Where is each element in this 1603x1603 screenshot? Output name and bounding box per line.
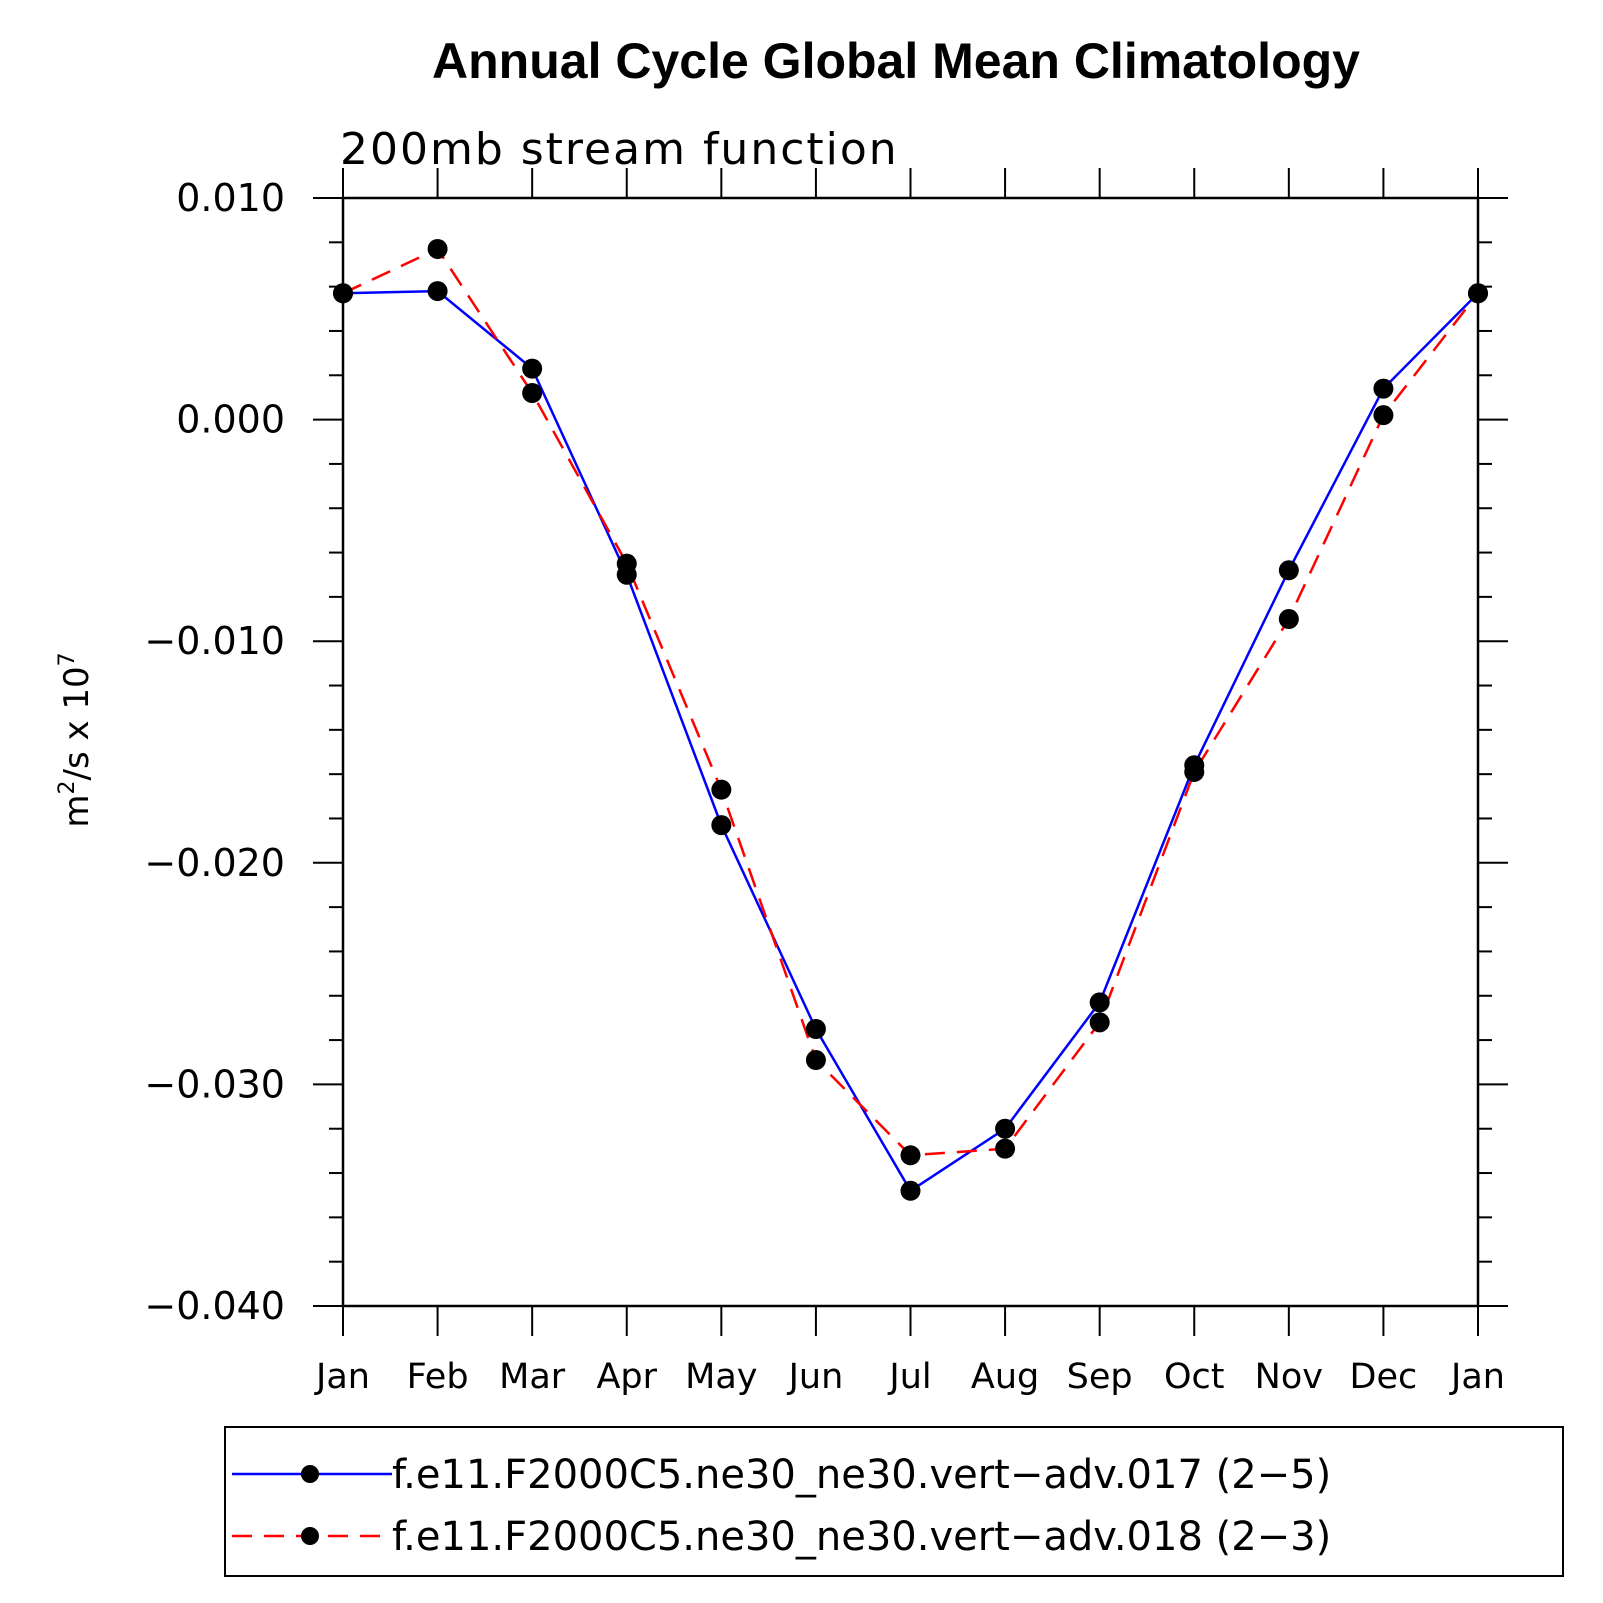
legend: f.e11.F2000C5.ne30_ne30.vert−adv.017 (2−… [224, 1426, 1564, 1577]
x-tick-label: Feb [407, 1357, 469, 1397]
x-tick-label: Jul [887, 1357, 931, 1397]
y-tick-label: −0.030 [144, 1062, 285, 1106]
series-1-point [900, 1145, 921, 1166]
x-tick-label: May [685, 1357, 757, 1397]
x-tick-label: Sep [1067, 1357, 1133, 1397]
chart-subtitle: 200mb stream function [340, 124, 899, 175]
x-tick-label: Jan [1449, 1357, 1505, 1397]
ylabel-base: m [57, 795, 97, 828]
ylabel-mid: /s x 10 [57, 666, 97, 780]
legend-box [224, 1426, 1564, 1577]
series-1-point [522, 383, 543, 404]
x-tick-label: Jan [314, 1357, 370, 1397]
x-tick-label: Oct [1164, 1357, 1225, 1397]
series-0-point [427, 281, 448, 302]
legend-marker-1 [301, 1527, 319, 1545]
series-1-point [427, 238, 448, 259]
legend-marker-0 [301, 1465, 319, 1483]
ylabel-sup1: 2 [55, 781, 80, 795]
series-line-1 [342, 247, 1479, 1157]
y-tick-label: −0.010 [144, 619, 285, 663]
x-tick-label: Mar [499, 1357, 566, 1397]
legend-label-0: f.e11.F2000C5.ne30_ne30.vert−adv.017 (2−… [392, 1452, 1331, 1498]
series-line-0 [342, 289, 1479, 1193]
x-tick-label: Nov [1255, 1357, 1323, 1397]
series-0-point [1373, 378, 1394, 399]
series-1-point [1184, 761, 1205, 782]
x-tick-label: Jun [787, 1357, 844, 1397]
series-0-point [1278, 560, 1299, 581]
series-1-point [711, 779, 732, 800]
series-1-point [805, 1050, 826, 1071]
series-0-point [1089, 992, 1110, 1013]
series-1-point [1373, 405, 1394, 426]
series-0-point [711, 815, 732, 836]
series-0-point [995, 1118, 1016, 1139]
x-tick-label: Apr [596, 1357, 657, 1397]
chart-title: Annual Cycle Global Mean Climatology [432, 33, 1360, 89]
ylabel-sup2: 7 [55, 652, 80, 666]
series-1-point [333, 283, 353, 304]
series [333, 238, 1488, 1201]
y-axis-label: m2/s x 107 [55, 652, 97, 827]
svg-text:m2/s x 107: m2/s x 107 [55, 652, 97, 827]
series-0-point [522, 358, 543, 379]
series-1-point [1089, 1012, 1110, 1033]
y-tick-label: −0.040 [144, 1284, 285, 1328]
y-tick-label: 0.010 [176, 176, 285, 220]
y-tick-label: −0.020 [144, 841, 285, 885]
series-0-point [900, 1180, 921, 1201]
y-tick-label: 0.000 [176, 398, 285, 442]
series-0-point [805, 1019, 826, 1039]
legend-label-1: f.e11.F2000C5.ne30_ne30.vert−adv.018 (2−… [392, 1514, 1331, 1560]
x-tick-label: Aug [971, 1357, 1039, 1397]
x-tick-label: Dec [1350, 1357, 1418, 1397]
series-1-point [1468, 283, 1488, 304]
series-1-point [616, 553, 637, 574]
series-1-point [1278, 609, 1299, 630]
axes: 0.010 0.000 −0.010 −0.020 −0.030 −0.040 Jan Feb… [144, 168, 1508, 1397]
series-1-point [995, 1138, 1016, 1159]
